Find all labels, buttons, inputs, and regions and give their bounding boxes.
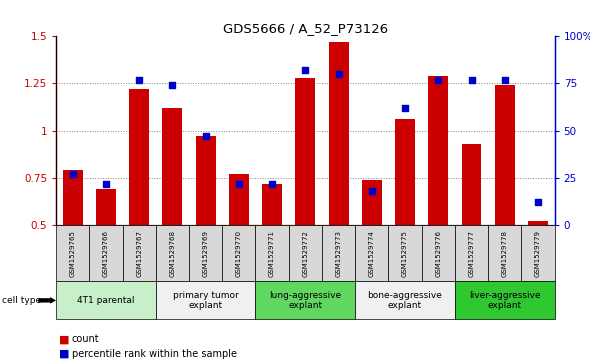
Bar (63, 170, 83, 225)
Text: GSM1529766: GSM1529766 (103, 230, 109, 277)
Text: GSM1529775: GSM1529775 (402, 230, 408, 277)
Point (467, 77, 476, 83)
Point (201, 134, 210, 139)
Point (300, 68, 310, 73)
Bar (262, 184, 282, 225)
Text: GSM1529773: GSM1529773 (336, 230, 342, 277)
Bar (495, 85, 514, 225)
Bar (129, 89, 149, 225)
Bar (162, 108, 182, 225)
Text: GSM1529770: GSM1529770 (236, 230, 242, 277)
Point (500, 77, 510, 83)
Text: GSM1529771: GSM1529771 (269, 230, 275, 277)
Point (400, 105, 409, 111)
Bar (362, 180, 382, 225)
Point (68, 171, 77, 177)
Text: GSM1529779: GSM1529779 (535, 230, 541, 277)
Bar (296, 78, 315, 225)
Text: GSM1529768: GSM1529768 (169, 230, 175, 277)
Text: 4T1 parental: 4T1 parental (77, 296, 135, 305)
Text: GSM1529778: GSM1529778 (502, 230, 508, 277)
Bar (528, 221, 548, 225)
Text: GSM1529767: GSM1529767 (136, 230, 142, 277)
Bar (428, 76, 448, 225)
Text: GSM1529777: GSM1529777 (468, 230, 474, 277)
Bar (461, 144, 481, 225)
Text: GSM1529769: GSM1529769 (202, 230, 209, 277)
Point (367, 188, 376, 194)
Text: percentile rank within the sample: percentile rank within the sample (72, 349, 237, 359)
Point (135, 77, 144, 83)
Text: ■: ■ (59, 334, 70, 344)
Point (533, 200, 543, 205)
Text: lung-aggressive
explant: lung-aggressive explant (269, 291, 342, 310)
Point (267, 181, 277, 187)
Text: bone-aggressive
explant: bone-aggressive explant (368, 291, 442, 310)
Point (234, 181, 244, 187)
Point (101, 181, 110, 187)
Text: GSM1529765: GSM1529765 (70, 230, 76, 277)
Text: primary tumor
explant: primary tumor explant (173, 291, 238, 310)
Point (168, 82, 177, 88)
Point (434, 77, 443, 83)
Bar (329, 42, 349, 225)
Point (334, 71, 343, 77)
Text: count: count (72, 334, 100, 344)
Text: GSM1529774: GSM1529774 (369, 230, 375, 277)
Text: liver-aggressive
explant: liver-aggressive explant (469, 291, 540, 310)
Text: ■: ■ (59, 349, 70, 359)
Text: cell type: cell type (2, 296, 41, 305)
Bar (96, 189, 116, 225)
Text: GSM1529776: GSM1529776 (435, 230, 441, 277)
Bar (196, 136, 215, 225)
Bar (229, 174, 249, 225)
Text: GSM1529772: GSM1529772 (302, 230, 309, 277)
Title: GDS5666 / A_52_P73126: GDS5666 / A_52_P73126 (223, 22, 388, 35)
Bar (395, 119, 415, 225)
